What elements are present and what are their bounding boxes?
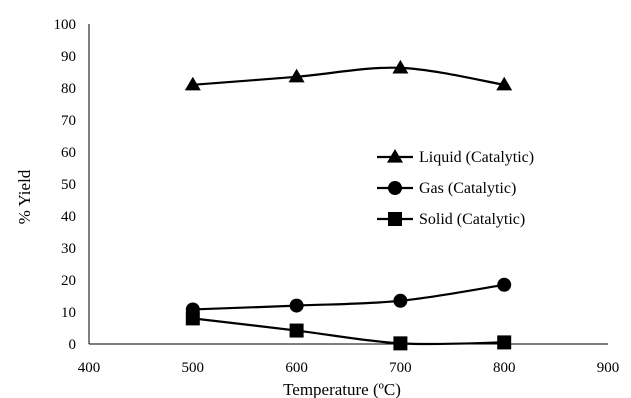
y-tick-label: 30 bbox=[61, 241, 76, 257]
y-tick-label: 90 bbox=[61, 49, 76, 65]
y-tick-label: 0 bbox=[69, 337, 77, 353]
data-point-triangle bbox=[496, 76, 513, 91]
data-point-triangle bbox=[392, 59, 409, 74]
y-axis-title: % Yield bbox=[15, 169, 34, 224]
legend-marker-circle bbox=[388, 181, 402, 195]
data-point-square bbox=[497, 335, 512, 350]
legend-item-square: Solid (Catalytic) bbox=[377, 211, 525, 228]
legend-marker-square bbox=[388, 212, 402, 226]
y-tick-label: 50 bbox=[61, 177, 76, 193]
x-tick-label: 600 bbox=[285, 360, 308, 376]
y-tick-label: 100 bbox=[54, 17, 77, 33]
legend-label: Gas (Catalytic) bbox=[419, 180, 516, 197]
y-tick-label: 10 bbox=[61, 305, 76, 321]
legend: Liquid (Catalytic) Gas (Catalytic) Solid (… bbox=[377, 149, 534, 228]
legend-marker-triangle bbox=[387, 149, 403, 163]
data-point-triangle bbox=[184, 76, 201, 91]
legend-label: Solid (Catalytic) bbox=[419, 211, 525, 228]
data-point-circle bbox=[289, 298, 304, 313]
series-line-square bbox=[192, 317, 505, 346]
axes: 0 10 20 30 40 50 60 70 80 90 100 400 500 600 700 800 900 bbox=[54, 17, 620, 376]
legend-item-triangle: Liquid (Catalytic) bbox=[377, 149, 534, 166]
x-tick-label: 400 bbox=[78, 360, 101, 376]
data-point-square bbox=[393, 336, 408, 351]
y-tick-label: 80 bbox=[61, 81, 76, 97]
data-point-circle bbox=[497, 277, 512, 292]
series-line-triangle bbox=[192, 66, 505, 86]
series-triangle bbox=[184, 59, 513, 91]
y-tick-label: 70 bbox=[61, 113, 76, 129]
x-tick-label: 800 bbox=[493, 360, 516, 376]
x-tick-label: 700 bbox=[389, 360, 412, 376]
data-point-triangle bbox=[288, 68, 305, 83]
series-circle bbox=[185, 277, 512, 317]
data-point-square bbox=[185, 311, 200, 326]
y-tick-label: 60 bbox=[61, 145, 76, 161]
x-tick-label: 500 bbox=[182, 360, 205, 376]
series-square bbox=[185, 311, 512, 351]
legend-label: Liquid (Catalytic) bbox=[419, 149, 534, 166]
series-layer bbox=[184, 59, 513, 351]
y-tick-label: 20 bbox=[61, 273, 76, 289]
data-point-square bbox=[289, 323, 304, 338]
series-line-circle bbox=[192, 283, 505, 311]
y-tick-label: 40 bbox=[61, 209, 76, 225]
data-point-circle bbox=[393, 293, 408, 308]
x-tick-label: 900 bbox=[597, 360, 620, 376]
x-axis-title: Temperature (ºC) bbox=[283, 380, 401, 398]
legend-item-circle: Gas (Catalytic) bbox=[377, 180, 516, 197]
